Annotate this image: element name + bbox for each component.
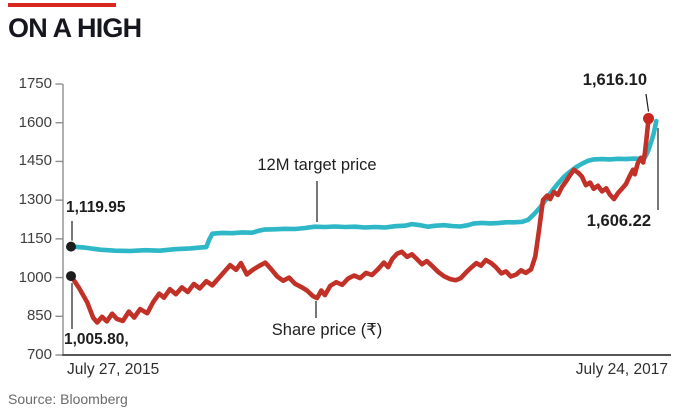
y-tick-label: 1000 bbox=[18, 268, 52, 286]
x-axis-end-date: July 24, 2017 bbox=[575, 361, 668, 378]
annotation-target-start-value: 1,119.95 bbox=[66, 199, 126, 216]
share-end-dot bbox=[643, 113, 655, 125]
y-tick-label: 1300 bbox=[18, 191, 52, 209]
leader-share-end bbox=[645, 93, 650, 112]
x-axis-start-date: July 27, 2015 bbox=[67, 361, 160, 378]
y-tick-label: 850 bbox=[26, 307, 52, 325]
share-start-dot bbox=[66, 271, 76, 282]
annotation-share-end-value: 1,616.10 bbox=[582, 71, 647, 89]
annotation-share-start-value: 1,005.80, bbox=[64, 331, 129, 348]
source-label: Source: Bloomberg bbox=[8, 391, 128, 407]
annotation-target-end-value: 1,606.22 bbox=[586, 212, 651, 230]
share-price-line bbox=[68, 116, 651, 325]
accent-rule bbox=[8, 3, 116, 7]
y-tick-label: 1750 bbox=[18, 75, 52, 92]
y-tick-label: 1450 bbox=[18, 152, 52, 170]
y-tick-label: 1600 bbox=[18, 113, 52, 131]
target-price-series-label: 12M target price bbox=[257, 156, 377, 174]
target-price-line bbox=[68, 118, 659, 254]
y-tick-label: 1150 bbox=[19, 229, 52, 247]
chart-title: ON A HIGH bbox=[8, 13, 142, 43]
target-start-dot bbox=[66, 241, 76, 252]
share-price-series-label: Share price (₹) bbox=[271, 321, 383, 339]
y-tick-label: 700 bbox=[26, 346, 52, 363]
